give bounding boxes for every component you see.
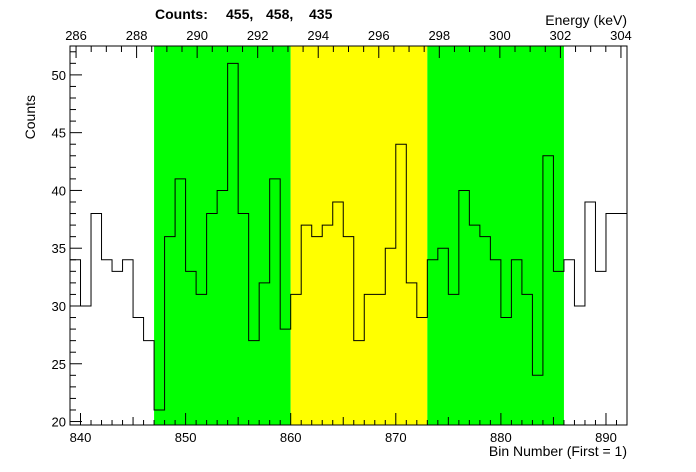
region-right-background: [427, 46, 564, 425]
x-tick-label-840: 840: [70, 430, 92, 445]
axis-tick-labels: 840 850 860 870 880 890 20 25 30 35 40 45 50 286 288 29…: [52, 28, 632, 445]
energy-tick-label-290: 290: [186, 28, 208, 43]
y-tick-label-40: 40: [52, 183, 66, 198]
region-peak: [290, 46, 428, 425]
y-tick-label-20: 20: [52, 415, 66, 430]
energy-tick-label-302: 302: [550, 28, 572, 43]
energy-tick-label-300: 300: [489, 28, 511, 43]
y-tick-label-30: 30: [52, 299, 66, 314]
counts-value-peak: 458,: [266, 6, 293, 22]
energy-tick-label-296: 296: [368, 28, 390, 43]
energy-tick-label-288: 288: [126, 28, 148, 43]
region-left-background: [154, 46, 291, 425]
highlight-regions: [154, 46, 564, 425]
energy-tick-label-294: 294: [307, 28, 329, 43]
axis-ticks: [69, 46, 628, 425]
counts-value-right: 435: [309, 6, 333, 22]
energy-tick-label-286: 286: [65, 28, 87, 43]
x-tick-label-850: 850: [175, 430, 197, 445]
histogram-line: [70, 62, 627, 411]
x-tick-label-870: 870: [385, 430, 407, 445]
x-axis-title: Bin Number (First = 1): [489, 443, 627, 459]
energy-axis-title: Energy (keV): [545, 12, 627, 28]
x-tick-label-890: 890: [595, 430, 617, 445]
y-tick-label-50: 50: [52, 68, 66, 83]
counts-label: Counts:: [155, 6, 208, 22]
y-axis-title: Counts: [22, 95, 38, 139]
counts-value-left: 455,: [226, 6, 253, 22]
x-tick-label-860: 860: [280, 430, 302, 445]
x-tick-label-880: 880: [490, 430, 512, 445]
y-tick-label-35: 35: [52, 241, 66, 256]
y-tick-label-45: 45: [52, 126, 66, 141]
energy-tick-label-298: 298: [428, 28, 450, 43]
energy-tick-label-292: 292: [247, 28, 269, 43]
energy-tick-label-304: 304: [610, 28, 632, 43]
y-tick-label-25: 25: [52, 357, 66, 372]
